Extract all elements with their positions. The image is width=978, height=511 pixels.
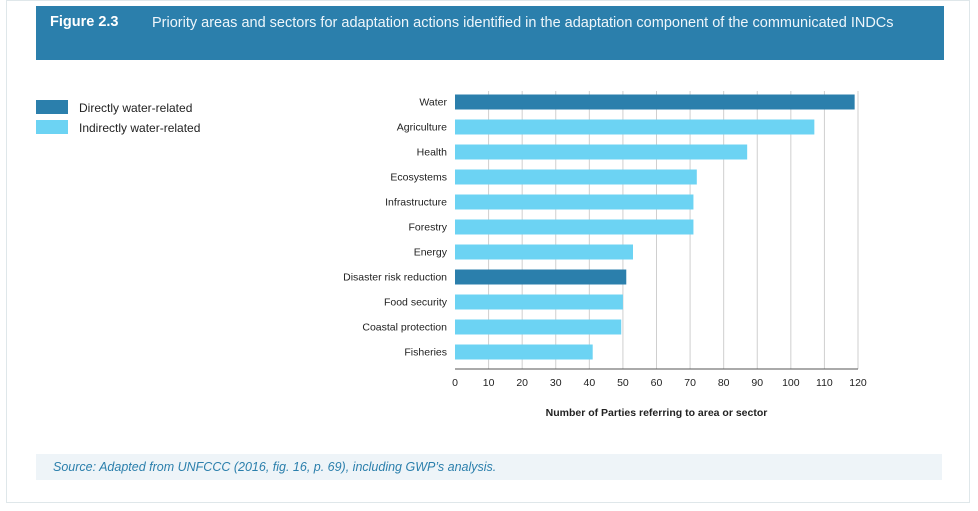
category-label: Disaster risk reduction (343, 272, 447, 284)
source-text: Source: Adapted from UNFCCC (2016, fig. … (53, 460, 497, 474)
x-tick-label: 20 (516, 377, 528, 389)
bar-ecosystems (455, 169, 697, 185)
bar-food-security (455, 294, 623, 310)
figure-header: Figure 2.3 Priority areas and sectors fo… (36, 6, 944, 60)
x-tick-label: 110 (816, 377, 833, 389)
category-label: Forestry (408, 222, 447, 234)
category-label: Coastal protection (362, 322, 447, 334)
bar-disaster-risk-reduction (455, 269, 627, 285)
category-label: Energy (414, 247, 448, 259)
legend-label-indirect: Indirectly water-related (79, 121, 201, 135)
x-axis-title: Number of Parties referring to area or s… (546, 407, 768, 419)
x-tick-label: 10 (483, 377, 495, 389)
x-tick-label: 60 (651, 377, 663, 389)
x-tick-label: 0 (452, 377, 458, 389)
bar-fisheries (455, 344, 593, 360)
category-label: Health (417, 147, 448, 159)
bar-water (455, 94, 855, 110)
category-label: Food security (384, 297, 448, 309)
x-tick-label: 40 (583, 377, 595, 389)
bar-energy (455, 244, 633, 260)
x-tick-label: 100 (782, 377, 800, 389)
figure-title: Priority areas and sectors for adaptatio… (152, 15, 894, 31)
category-label: Agriculture (397, 122, 447, 134)
bar-forestry (455, 219, 694, 235)
bar-coastal-protection (455, 319, 622, 335)
category-label: Infrastructure (385, 197, 447, 209)
x-tick-label: 50 (617, 377, 629, 389)
x-tick-label: 120 (849, 377, 867, 389)
x-tick-label: 30 (550, 377, 562, 389)
category-labels: Water Agriculture Health Ecosystems Infrastr… (343, 97, 448, 359)
chart-bars (455, 94, 855, 360)
legend-swatch-indirect (36, 120, 68, 134)
legend-swatch-direct (36, 100, 68, 114)
bar-infrastructure (455, 194, 694, 210)
x-axis-ticks: 0 10 20 30 40 50 60 70 80 90 100 110 120 (452, 377, 867, 389)
x-tick-label: 70 (684, 377, 696, 389)
category-label: Fisheries (404, 347, 447, 359)
category-label: Ecosystems (390, 172, 447, 184)
x-tick-label: 90 (751, 377, 763, 389)
legend-label-direct: Directly water-related (79, 101, 193, 115)
x-tick-label: 80 (718, 377, 730, 389)
source-note: Source: Adapted from UNFCCC (2016, fig. … (36, 454, 942, 480)
category-label: Water (419, 97, 447, 109)
bar-health (455, 144, 748, 160)
bar-agriculture (455, 119, 815, 135)
figure-number: Figure 2.3 (50, 14, 119, 30)
